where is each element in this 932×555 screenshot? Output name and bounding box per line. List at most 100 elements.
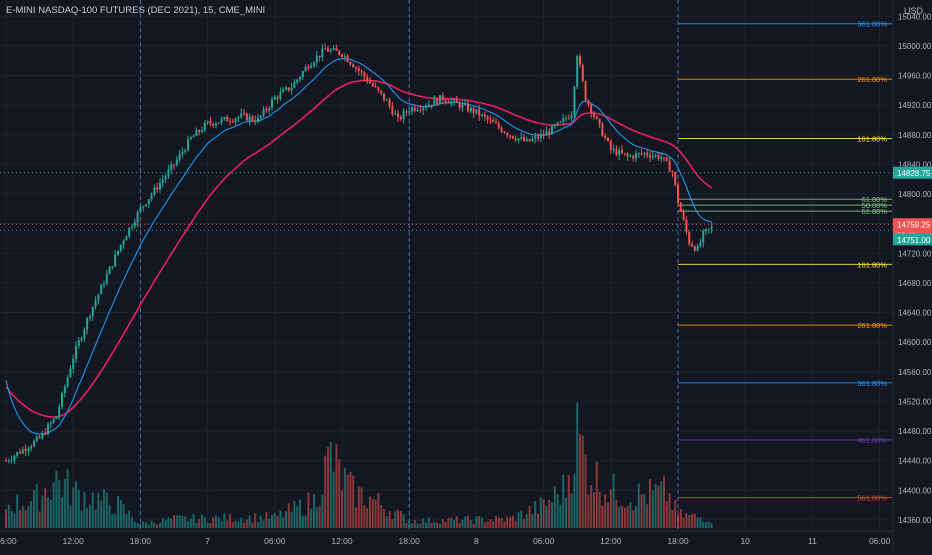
volume-bar xyxy=(402,514,405,528)
candle-body xyxy=(24,449,27,452)
candle-body xyxy=(380,90,383,94)
candle-body xyxy=(419,110,422,112)
volume-bar xyxy=(265,512,268,528)
volume-bar xyxy=(156,524,159,528)
volume-bar xyxy=(441,518,444,528)
candle-body xyxy=(63,386,66,394)
candle-body xyxy=(369,81,371,84)
volume-bar xyxy=(579,434,581,528)
volume-bar xyxy=(654,484,657,528)
volume-bar xyxy=(89,504,91,528)
volume-bar xyxy=(542,499,545,528)
candle-body xyxy=(411,107,413,112)
volume-bar xyxy=(254,513,257,528)
candle-body xyxy=(461,104,464,108)
candle-body xyxy=(427,104,430,108)
candle-body xyxy=(651,155,654,158)
candle-body xyxy=(343,55,346,57)
volume-bar xyxy=(290,511,293,528)
volume-bar xyxy=(315,507,318,528)
fib-level-label: 461.80% xyxy=(857,436,887,445)
candle-body xyxy=(259,115,262,118)
volume-bar xyxy=(464,516,467,528)
volume-bar xyxy=(24,510,27,528)
volume-bar xyxy=(234,520,237,528)
volume-bar xyxy=(5,508,7,528)
candle-body xyxy=(629,155,632,157)
candle-body xyxy=(635,153,637,159)
volume-bar xyxy=(618,506,621,528)
volume-bar xyxy=(455,516,458,528)
volume-bar xyxy=(691,514,693,528)
volume-bar xyxy=(209,523,212,528)
volume-bar xyxy=(13,513,16,528)
volume-bar xyxy=(506,516,509,528)
time-tick-label: 10 xyxy=(740,536,750,546)
volume-bar xyxy=(553,486,556,528)
volume-bar xyxy=(338,459,341,528)
volume-bar xyxy=(178,515,181,528)
time-tick-label: 06:00 xyxy=(869,536,891,546)
candle-body xyxy=(91,306,94,317)
candle-body xyxy=(212,123,215,126)
candle-body xyxy=(545,131,548,136)
volume-bar xyxy=(77,490,80,528)
candle-body xyxy=(478,109,481,116)
fib-level-label: 61.80% xyxy=(862,195,888,204)
volume-bar xyxy=(699,517,702,528)
volume-bar xyxy=(310,508,313,528)
volume-bar xyxy=(369,496,371,528)
volume-bar xyxy=(383,508,385,528)
volume-bar xyxy=(119,500,122,528)
volume-bar xyxy=(682,517,685,528)
volume-bar xyxy=(111,514,114,528)
candle-body xyxy=(408,111,411,113)
time-tick-label: 06:00 xyxy=(0,536,17,546)
volume-bar xyxy=(189,518,192,528)
volume-bar xyxy=(646,504,649,528)
candle-body xyxy=(282,89,285,93)
candle-body xyxy=(49,422,52,425)
volume-bar xyxy=(159,522,161,528)
candle-body xyxy=(567,118,570,120)
volume-bar xyxy=(58,479,61,528)
candle-body xyxy=(366,77,369,82)
volume-bar xyxy=(69,505,72,528)
candle-body xyxy=(509,135,511,137)
candle-body xyxy=(377,87,380,91)
candle-body xyxy=(618,150,621,156)
candle-body xyxy=(570,115,573,119)
candle-body xyxy=(525,139,528,141)
volume-bar xyxy=(97,492,100,528)
price-axis-panel[interactable] xyxy=(893,0,932,550)
candle-body xyxy=(450,100,453,104)
candle-body xyxy=(206,121,209,124)
candle-body xyxy=(663,157,665,159)
candle-body xyxy=(696,246,699,251)
price-tick-label: 14640.00 xyxy=(898,309,932,318)
candle-body xyxy=(495,122,497,124)
volume-bar xyxy=(293,500,296,528)
candle-body xyxy=(313,62,315,66)
volume-bar xyxy=(394,511,397,528)
candle-body xyxy=(492,119,495,123)
fib-level-label: 161.80% xyxy=(857,260,887,269)
volume-bar xyxy=(324,455,327,528)
candle-body xyxy=(75,346,77,359)
candle-body xyxy=(203,123,206,131)
candle-body xyxy=(83,329,86,339)
volume-bar xyxy=(371,498,374,528)
volume-bar xyxy=(528,506,531,528)
volume-bar xyxy=(433,521,436,528)
volume-bar xyxy=(623,507,626,528)
volume-bar xyxy=(419,523,422,528)
candle-body xyxy=(660,157,663,159)
volume-bar xyxy=(425,522,427,528)
candle-body xyxy=(114,254,117,267)
candle-body xyxy=(422,107,425,111)
candle-body xyxy=(385,99,388,101)
volume-bar xyxy=(195,523,198,528)
volume-bar xyxy=(245,519,248,528)
volume-bar xyxy=(587,494,590,528)
